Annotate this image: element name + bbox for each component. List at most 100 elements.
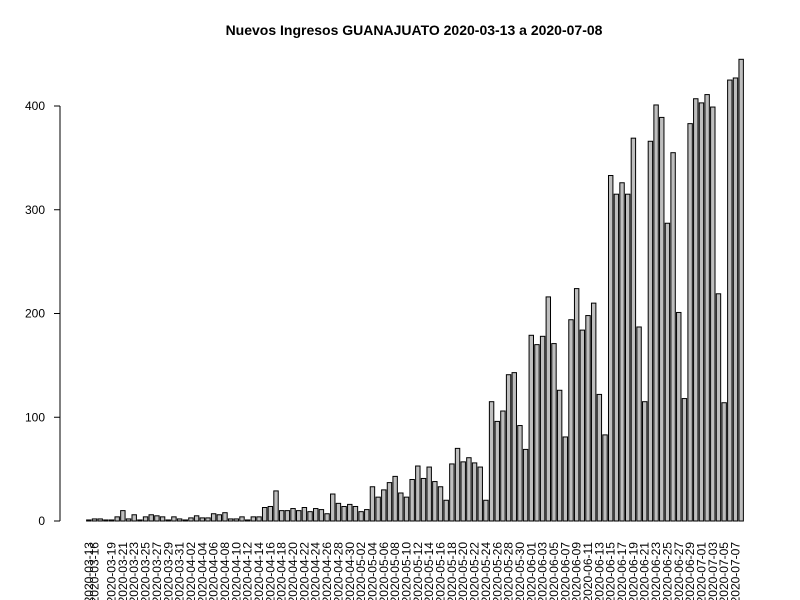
y-tick-label-300: 300 — [25, 203, 45, 217]
x-tick-label-2020-06-29: 2020-06-29 — [683, 542, 697, 600]
x-tick-label-2020-04-20: 2020-04-20 — [286, 542, 300, 600]
bar-2020-05-05 — [375, 496, 381, 522]
bar-2020-04-25 — [318, 509, 325, 522]
x-tick-label-2020-03-13: 2020-03-13 — [82, 542, 96, 600]
bar-2020-04-17 — [273, 490, 279, 522]
bar-2020-03-30 — [171, 516, 177, 522]
bar-2020-04-22 — [301, 507, 308, 522]
bar-2020-04-28 — [335, 502, 342, 522]
bar-2020-06-03 — [539, 335, 546, 522]
bar-2020-06-22 — [647, 140, 654, 522]
bar-2020-04-11 — [239, 516, 245, 522]
bar-2020-06-30 — [693, 98, 699, 522]
x-tick-label-2020-04-30: 2020-04-30 — [343, 542, 357, 600]
y-tick-label-200: 200 — [25, 307, 45, 321]
x-tick-label-2020-03-19: 2020-03-19 — [105, 542, 119, 600]
bar-2020-03-23 — [131, 514, 137, 522]
bar-2020-06-24 — [659, 116, 665, 522]
x-tick-label-2020-03-16: 2020-03-16 — [88, 542, 102, 600]
x-tick-label-2020-06-21: 2020-06-21 — [638, 542, 652, 600]
x-tick-label-2020-07-01: 2020-07-01 — [694, 542, 708, 600]
bar-2020-04-24 — [313, 508, 319, 522]
bar-2020-04-08 — [222, 512, 228, 522]
x-tick-label-2020-04-02: 2020-04-02 — [184, 542, 198, 600]
x-tick-label-2020-05-06: 2020-05-06 — [377, 542, 391, 600]
bar-2020-06-27 — [676, 311, 682, 522]
bar-2020-06-21 — [642, 401, 648, 522]
bar-2020-07-08 — [738, 58, 744, 522]
bar-2020-05-06 — [381, 489, 387, 522]
bar-2020-05-30 — [517, 425, 523, 522]
bar-2020-05-18 — [449, 463, 455, 522]
x-tick-label-2020-05-16: 2020-05-16 — [434, 542, 448, 600]
bar-2020-05-22 — [471, 462, 478, 522]
bar-2020-06-01 — [528, 334, 534, 522]
bar-2020-05-08 — [392, 475, 398, 522]
bar-2020-04-07 — [216, 514, 223, 522]
x-tick-label-2020-03-25: 2020-03-25 — [139, 542, 153, 600]
bar-2020-06-15 — [607, 175, 614, 522]
bar-2020-06-16 — [613, 193, 620, 522]
x-tick-label-2020-06-11: 2020-06-11 — [581, 542, 595, 600]
bar-2020-04-10 — [233, 518, 240, 522]
y-axis: 0 100 200 300 400 — [25, 99, 61, 528]
x-tick-label-2020-05-24: 2020-05-24 — [479, 542, 493, 600]
bar-2020-05-20 — [460, 461, 466, 522]
bar-2020-05-25 — [488, 401, 495, 522]
bar-2020-05-31 — [522, 448, 529, 522]
bar-2020-04-03 — [193, 515, 200, 522]
x-tick-label-2020-03-29: 2020-03-29 — [161, 542, 175, 600]
bar-2020-05-16 — [437, 486, 444, 522]
x-tick-label-2020-04-26: 2020-04-26 — [320, 542, 334, 600]
x-tick-label-2020-04-16: 2020-04-16 — [263, 542, 277, 600]
bar-2020-07-01 — [698, 102, 705, 522]
x-tick-label-2020-05-08: 2020-05-08 — [388, 542, 402, 600]
y-tick-label-0: 0 — [38, 514, 45, 528]
bar-2020-07-06 — [727, 79, 733, 522]
x-tick-label-2020-04-22: 2020-04-22 — [297, 542, 311, 600]
bar-2020-05-27 — [500, 410, 506, 522]
bar-2020-05-28 — [505, 374, 512, 522]
x-tick-label-2020-07-07: 2020-07-07 — [728, 542, 742, 600]
bar-2020-06-07 — [562, 436, 569, 522]
x-tick-label-2020-05-22: 2020-05-22 — [468, 542, 482, 600]
bar-2020-05-13 — [420, 477, 427, 522]
bar-2020-03-27 — [154, 515, 160, 522]
x-tick-label-2020-06-17: 2020-06-17 — [615, 542, 629, 600]
x-tick-label-2020-04-10: 2020-04-10 — [229, 542, 243, 600]
bar-2020-06-19 — [630, 137, 637, 522]
chart-title: Nuevos Ingresos GUANAJUATO 2020-03-13 a … — [226, 22, 603, 38]
bar-2020-03-25 — [142, 516, 149, 522]
x-tick-label-2020-05-28: 2020-05-28 — [502, 542, 516, 600]
bar-2020-04-04 — [199, 517, 205, 522]
bar-2020-06-26 — [670, 152, 676, 522]
bar-2020-05-24 — [483, 499, 489, 522]
x-tick-label-2020-06-03: 2020-06-03 — [536, 542, 550, 600]
x-tick-label-2020-04-28: 2020-04-28 — [331, 542, 345, 600]
bar-2020-04-02 — [188, 517, 194, 522]
bar-2020-06-09 — [573, 288, 580, 522]
bar-2020-06-11 — [585, 315, 591, 522]
bar-2020-06-18 — [625, 193, 631, 522]
x-tick-label-2020-06-09: 2020-06-09 — [570, 542, 584, 600]
bar-2020-04-13 — [250, 516, 257, 522]
bar-2020-03-29 — [165, 519, 171, 522]
bar-2020-05-03 — [364, 509, 370, 522]
bar-2020-04-06 — [210, 513, 217, 522]
bar-2020-05-01 — [352, 505, 359, 522]
bar-2020-04-09 — [227, 518, 234, 522]
bar-2020-06-02 — [534, 344, 540, 522]
x-tick-label-2020-05-26: 2020-05-26 — [490, 542, 504, 600]
bar-2020-05-29 — [511, 372, 517, 522]
bar-2020-04-16 — [267, 505, 274, 522]
x-tick-label-2020-05-12: 2020-05-12 — [411, 542, 425, 600]
bar-2020-07-02 — [704, 94, 710, 522]
bar-2020-06-20 — [636, 326, 642, 522]
bar-2020-06-04 — [545, 296, 552, 522]
bar-2020-05-11 — [409, 479, 415, 522]
bar-2020-07-03 — [710, 106, 716, 522]
bar-2020-06-13 — [596, 393, 603, 522]
bar-2020-07-05 — [721, 402, 727, 522]
